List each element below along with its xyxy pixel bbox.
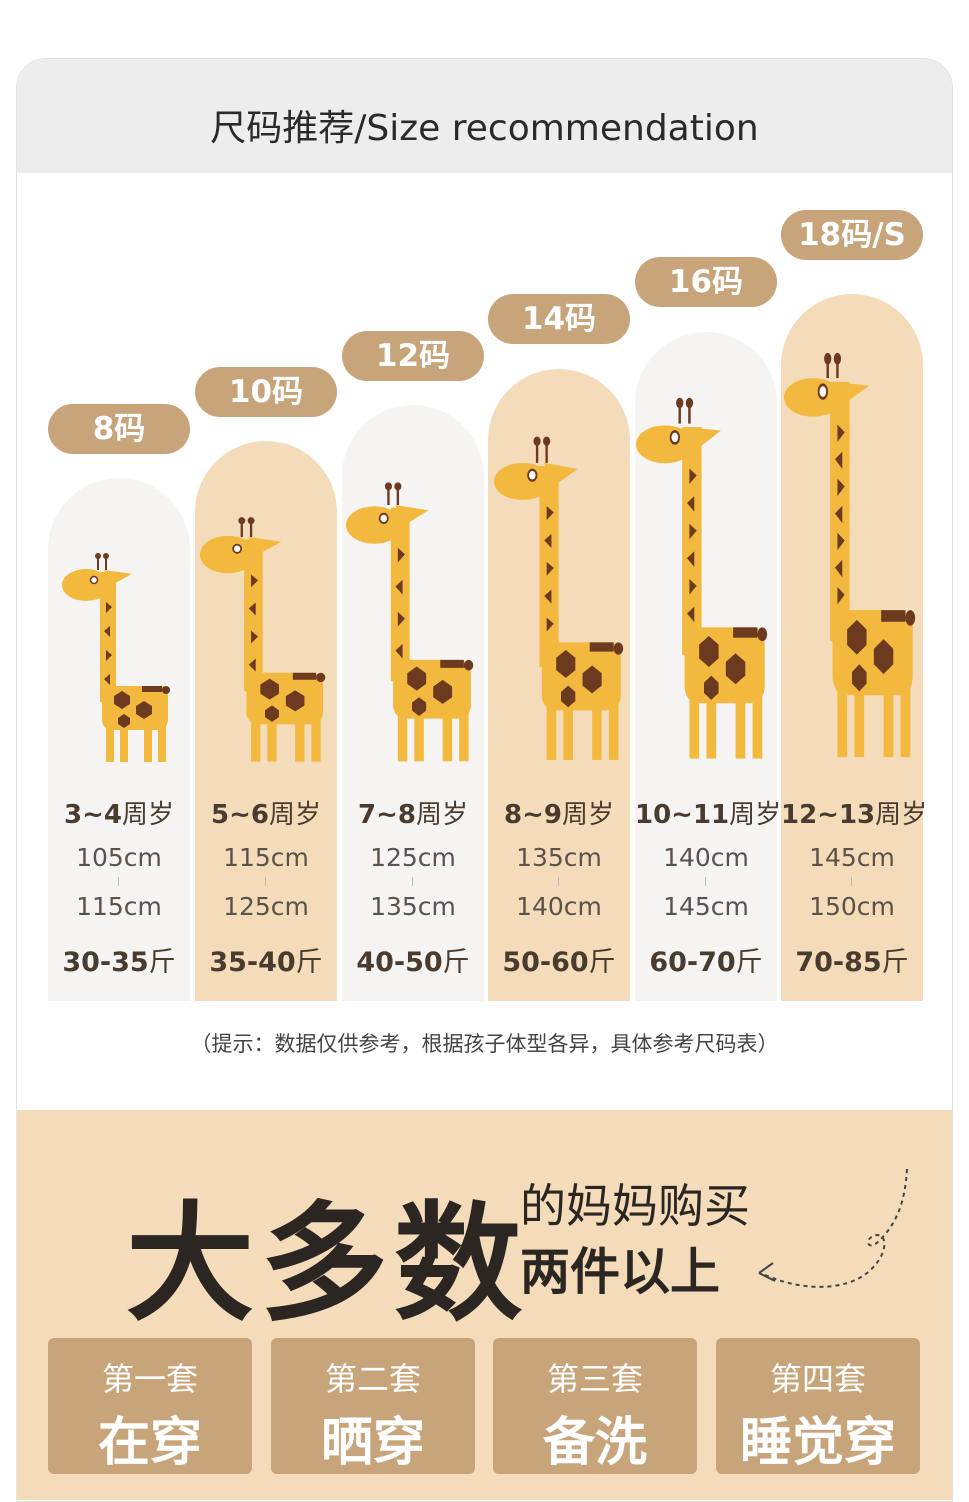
set-desc: 备洗 [542,1413,647,1473]
set-title: 第三套 [546,1360,643,1398]
set-title: 第二套 [324,1360,421,1398]
set-desc: 睡觉穿 [739,1413,896,1473]
height-from: 135cm [516,843,602,872]
height-to: 145cm [663,892,749,921]
set-title: 第一套 [101,1360,198,1398]
set-card-2: 第二套 晒穿 [271,1338,475,1474]
height-divider [558,877,559,886]
page-title: 尺码推荐/Size recommendation [210,108,759,149]
age-range: 8~9周岁 [504,800,614,830]
set-title: 第四套 [769,1360,866,1398]
size-label-badge: 10码 [195,367,337,417]
set-desc: 晒穿 [320,1413,425,1473]
size-label-badge: 12码 [342,331,484,381]
age-range: 5~6周岁 [211,800,321,830]
promo-headline: 大多数 [126,1190,529,1339]
size-note: （提示：数据仅供参考，根据孩子体型各异，具体参考尺码表） [190,1032,779,1056]
size-label-badge: 18码/S [781,210,923,260]
weight-range: 60-70斤 [649,947,763,978]
set-card-3: 第三套 备洗 [493,1338,697,1474]
age-range: 7~8周岁 [358,800,468,830]
height-to: 140cm [516,892,602,921]
height-divider [851,877,852,886]
height-divider [412,877,413,886]
giraffe-icon [494,435,628,767]
size-label-badge: 8码 [48,404,190,454]
height-from: 115cm [223,843,309,872]
height-to: 135cm [370,892,456,921]
weight-range: 35-40斤 [209,947,323,978]
height-to: 150cm [809,892,895,921]
giraffe-icon [636,396,772,766]
giraffe-icon [784,351,920,765]
size-label-badge: 14码 [488,294,630,344]
height-from: 140cm [663,843,749,872]
giraffe-icon [346,481,478,768]
promo-line-2: 两件以上 [520,1243,720,1301]
set-card-4: 第四套 睡觉穿 [716,1338,920,1474]
height-divider [705,877,706,886]
size-header: 尺码推荐/Size recommendation [17,59,952,173]
height-divider [265,877,266,886]
weight-range: 70-85斤 [795,947,909,978]
age-range: 3~4周岁 [64,800,174,830]
size-label-badge: 16码 [635,257,777,307]
age-range: 10~11周岁 [635,800,782,830]
height-divider [118,877,119,886]
height-bar [48,478,190,1001]
curved-arrow-icon [755,1165,915,1299]
set-card-1: 第一套 在穿 [48,1338,252,1474]
set-desc: 在穿 [97,1413,202,1473]
giraffe-icon [62,552,174,768]
height-from: 145cm [809,843,895,872]
weight-range: 30-35斤 [62,947,176,978]
promo-line-1: 的妈妈购买 [520,1179,750,1233]
weight-range: 40-50斤 [356,947,470,978]
age-range: 12~13周岁 [781,800,928,830]
height-to: 125cm [223,892,309,921]
height-from: 105cm [76,843,162,872]
weight-range: 50-60斤 [502,947,616,978]
height-from: 125cm [370,843,456,872]
giraffe-icon [200,516,330,768]
height-to: 115cm [76,892,162,921]
